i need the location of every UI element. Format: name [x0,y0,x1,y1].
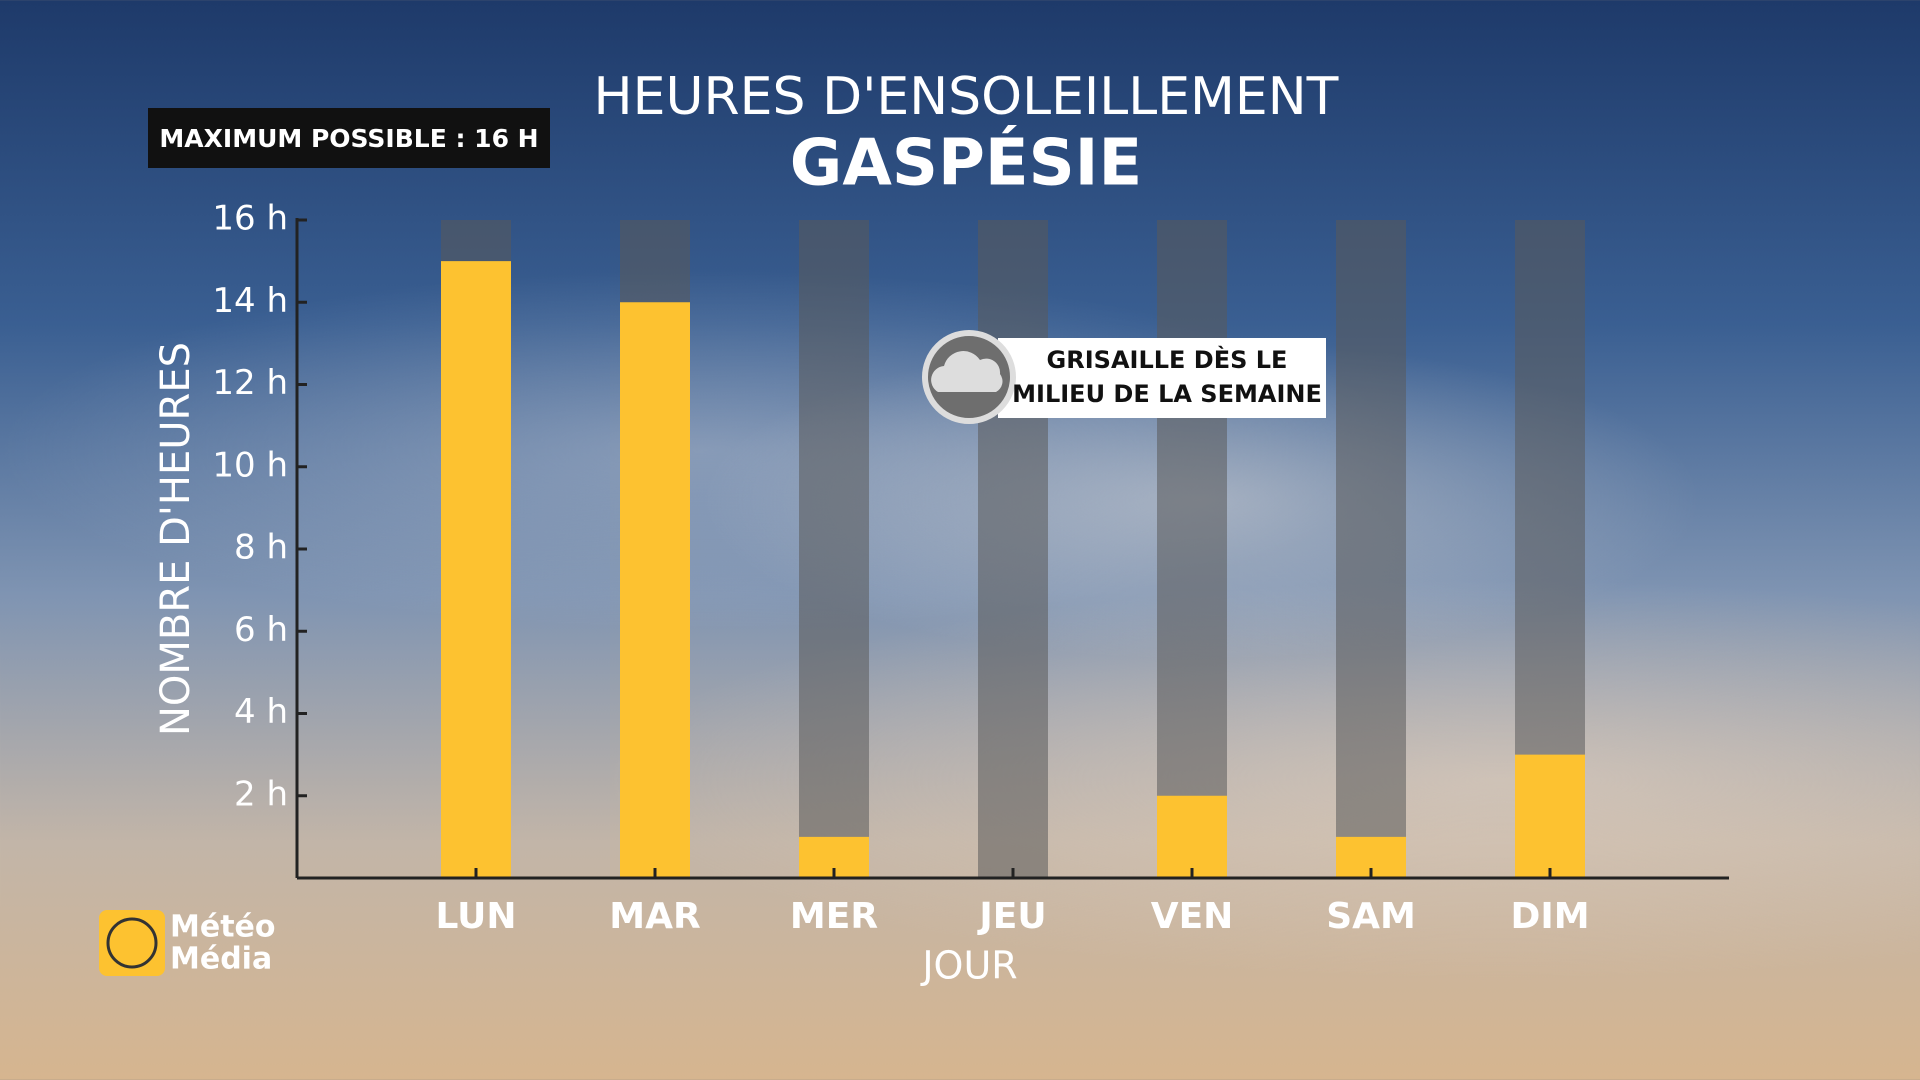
y-tick-label: 14 h [212,281,288,321]
y-tick-label: 12 h [212,363,288,403]
y-tick-label: 16 h [212,199,288,239]
annotation-line: MILIEU DE LA SEMAINE [1012,380,1322,408]
chart-title: HEURES D'ENSOLEILLEMENT [594,67,1339,127]
bar [1515,754,1585,878]
chart-subtitle: GASPÉSIE [790,125,1142,201]
annotation-line: GRISAILLE DÈS LE [1047,345,1288,374]
cloud-shape [931,351,1003,392]
logo-globe [106,917,158,969]
annotation-box [998,338,1326,418]
x-tick-label: LUN [435,896,516,937]
x-tick-label: MAR [609,896,700,937]
y-axis-label: NOMBRE D'HEURES [153,342,199,736]
y-tick-label: 2 h [234,774,288,814]
x-tick-label: MER [790,896,878,937]
max-bar [1157,220,1227,878]
max-bar [799,220,869,878]
y-tick-label: 10 h [212,445,288,485]
bar [620,302,690,878]
y-tick-label: 4 h [234,692,288,732]
x-tick-label: SAM [1326,896,1416,937]
logo-text: Météo [170,910,276,945]
badge-box [148,108,550,168]
max-bar [1336,220,1406,878]
x-tick-label: JEU [976,896,1046,937]
max-bar [978,220,1048,878]
logo-text: Média [170,942,272,977]
bar [441,261,511,878]
badge: MAXIMUM POSSIBLE : 16 H [159,124,538,153]
y-tick-label: 6 h [234,610,288,650]
x-axis-label: JOUR [920,944,1017,988]
bar [1157,795,1227,878]
y-tick-label: 8 h [234,528,288,568]
x-tick-label: DIM [1510,896,1589,937]
x-tick-label: VEN [1151,896,1234,937]
